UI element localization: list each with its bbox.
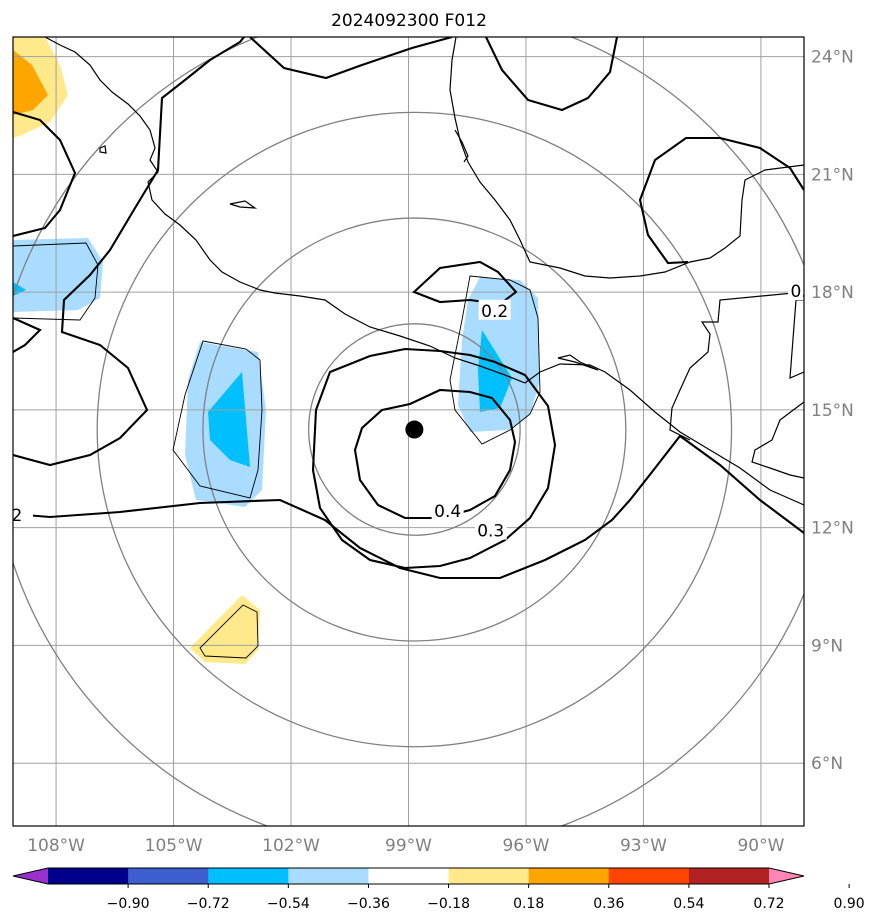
colorbar-segment [288, 868, 369, 884]
contour-west-3 [13, 37, 245, 467]
contour-west-2 [13, 317, 42, 353]
contour-label-background [474, 519, 507, 540]
map-layers: 0.2 0.4 0.3 0.2 2 [12, 37, 817, 826]
yucatan-coastline [669, 291, 804, 441]
contour-label-background [478, 299, 511, 320]
lat-tick-label: 12°N [811, 519, 854, 539]
lat-tick-label: 6°N [811, 754, 843, 774]
colorbar-segment [208, 868, 289, 884]
colorbar-tick-label: −0.36 [347, 896, 390, 912]
lat-lon-grid [13, 37, 804, 826]
contour-0p4-inner [353, 388, 517, 520]
colorbar-tick-label: 0.36 [593, 896, 624, 912]
lon-tick-label: 99°W [385, 836, 432, 856]
contour-label: 0.3 [477, 522, 504, 542]
lon-tick-label: 102°W [262, 836, 320, 856]
figure-title: 2024092300 F012 [331, 11, 487, 31]
lat-tick-label: 18°N [811, 283, 854, 303]
contour-0p2-outer [13, 434, 804, 580]
colorbar-tick-label: −0.18 [427, 896, 470, 912]
lon-tick-label: 93°W [620, 836, 667, 856]
contour-label-background [13, 503, 33, 524]
gulf-coastline-detail [454, 129, 469, 163]
colorbar-segment [448, 868, 530, 884]
contour-0p2-north-loop [412, 260, 518, 306]
contour-label: 0.4 [434, 502, 461, 522]
map-frame [12, 36, 805, 827]
latitude-labels: 6°N 9°N 12°N 15°N 18°N 21°N 24°N [811, 48, 854, 775]
contour-north-2 [485, 37, 619, 112]
colorbar-segment [48, 868, 129, 884]
colorbar-tick-label: 0.72 [753, 896, 784, 912]
colorbar-segment [688, 868, 770, 884]
contour-0p3-middle [311, 347, 557, 570]
lon-tick-label: 108°W [27, 836, 85, 856]
range-ring [96, 111, 733, 748]
shading-blue-center-west [208, 372, 250, 467]
contour-west [13, 110, 77, 238]
contour-label: 0.2 [481, 302, 508, 322]
contour-label: 2 [12, 506, 23, 526]
honduras-coastline [751, 401, 804, 479]
lat-tick-label: 15°N [811, 401, 854, 421]
colorbar-tick-label: 0.90 [834, 896, 865, 912]
lon-tick-label: 96°W [502, 836, 549, 856]
thin-contour-east [449, 275, 541, 445]
shading-light-blue-west [13, 238, 103, 312]
range-rings [13, 37, 804, 826]
lat-tick-label: 21°N [811, 165, 854, 185]
colorbar: −0.90 −0.72 −0.54 −0.36 −0.18 0.18 0.36 0.54 0.7… [12, 867, 865, 912]
contour-label: 0.2 [790, 282, 817, 302]
thin-contours [13, 242, 541, 659]
island-2 [229, 200, 258, 209]
contour-label-background [431, 499, 464, 520]
coastlines [44, 37, 804, 506]
colorbar-segment [528, 868, 610, 884]
colorbar-tick-label: −0.90 [107, 896, 150, 912]
colorbar-tick-label: −0.72 [187, 896, 230, 912]
shading-yellow-south [190, 595, 260, 664]
range-ring [202, 217, 627, 642]
lon-tick-label: 90°W [737, 836, 784, 856]
colorbar-tick-label: 0.18 [513, 896, 544, 912]
island-1 [99, 145, 107, 154]
contour-north-1 [249, 37, 453, 80]
lon-tick-label: 105°W [145, 836, 203, 856]
thin-contour-center-west [172, 340, 263, 499]
colorbar-segment [608, 868, 690, 884]
colorbar-segment [128, 868, 209, 884]
colorbar-tick-label: −0.54 [267, 896, 310, 912]
pacific-coastline [44, 37, 804, 506]
thin-contour-south [199, 604, 259, 659]
colorbar-extend-low [13, 868, 48, 884]
thin-contour-west [13, 242, 99, 321]
colorbar-tick-label: 0.54 [673, 896, 704, 912]
thick-contours [13, 37, 804, 580]
range-ring [307, 323, 521, 536]
contour-labels: 0.2 0.4 0.3 0.2 2 [12, 280, 817, 542]
colorbar-extend-high [769, 868, 804, 884]
shading-orange-northwest [13, 50, 48, 115]
island-3 [557, 354, 599, 371]
lat-tick-label: 24°N [811, 48, 854, 68]
lat-tick-label: 9°N [811, 636, 843, 656]
storm-center-marker [405, 420, 424, 439]
contour-label-background [788, 280, 804, 301]
colorbar-segment [368, 868, 450, 884]
longitude-labels: 108°W 105°W 102°W 99°W 96°W 93°W 90°W [27, 836, 784, 856]
contour-northeast [638, 136, 804, 265]
